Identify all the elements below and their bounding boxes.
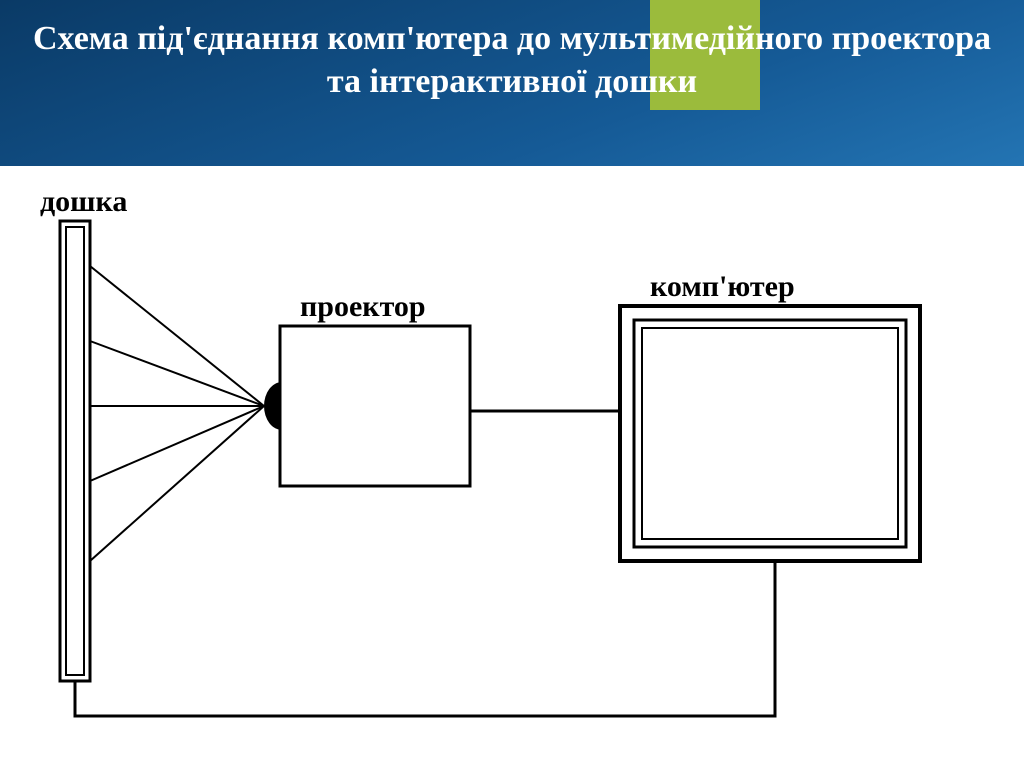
- cable-board-computer: [75, 561, 775, 716]
- beam-line: [90, 406, 264, 481]
- beam-line: [90, 266, 264, 406]
- label-projector: проектор: [300, 290, 426, 323]
- projector-box: [280, 326, 470, 486]
- slide: Схема під'єднання комп'ютера до мультиме…: [0, 0, 1024, 768]
- projection-beams: [90, 266, 264, 561]
- connection-diagram: дошка проектор комп'ютер: [0, 166, 1024, 768]
- label-board: дошка: [40, 185, 127, 218]
- beam-line: [90, 341, 264, 406]
- board-outer: [60, 221, 90, 681]
- slide-title: Схема під'єднання комп'ютера до мультиме…: [0, 18, 1024, 103]
- computer-outer: [620, 306, 920, 561]
- label-computer: комп'ютер: [650, 270, 795, 303]
- beam-line: [90, 406, 264, 561]
- board-inner: [66, 227, 84, 675]
- diagram-panel: дошка проектор комп'ютер: [0, 166, 1024, 768]
